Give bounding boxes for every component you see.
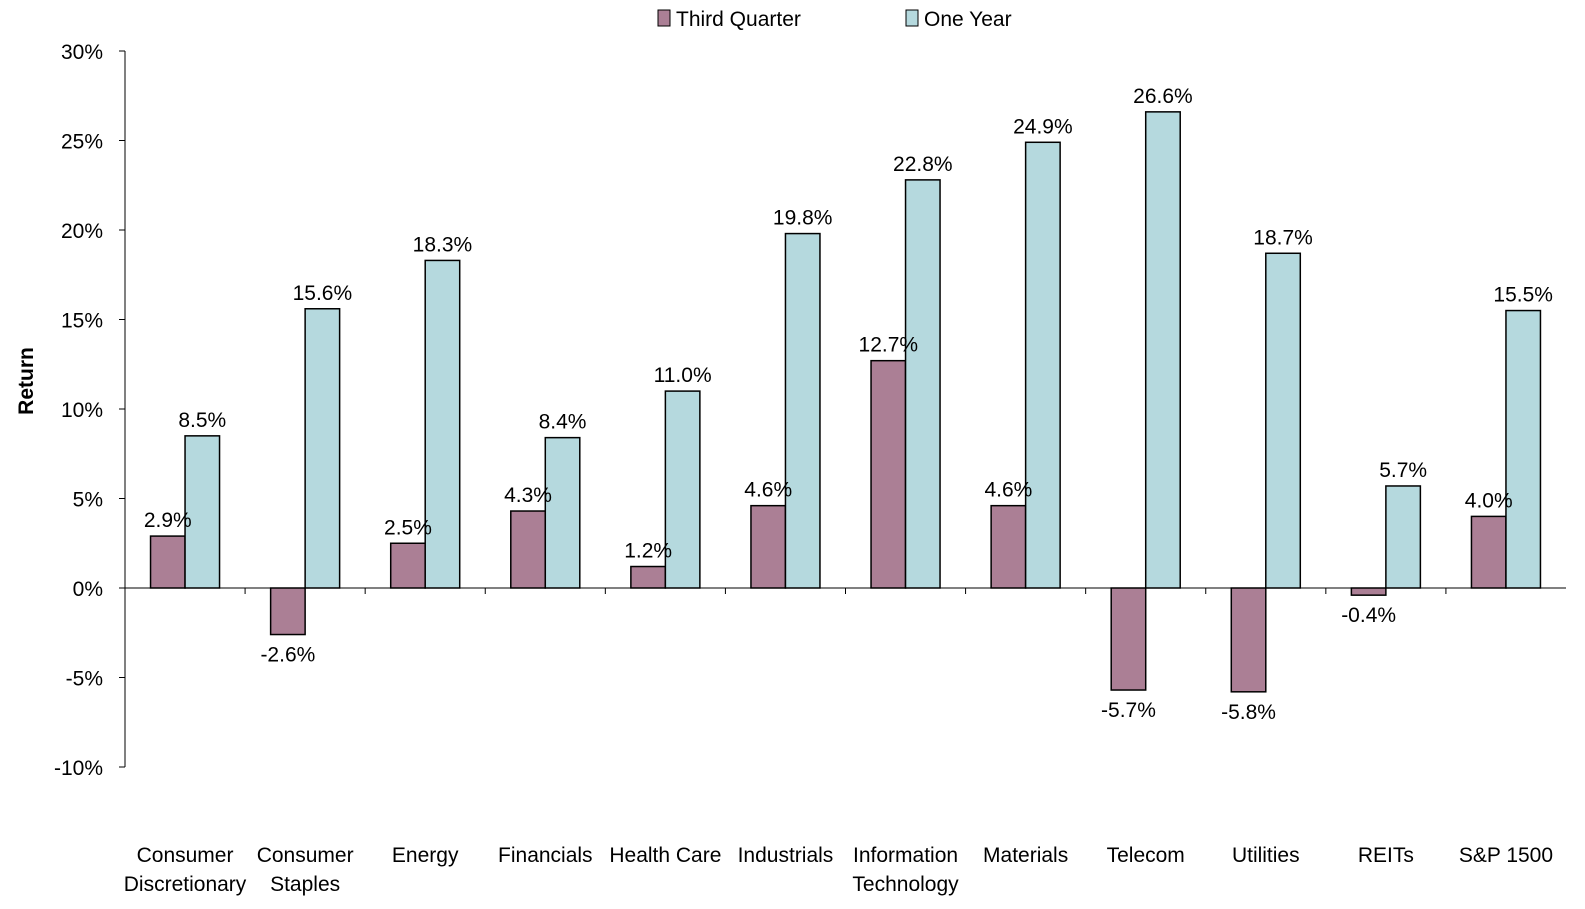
data-label: 8.5% [178, 409, 226, 432]
bar [870, 359, 907, 589]
bar [424, 259, 461, 589]
bar [510, 510, 547, 589]
data-label: 4.0% [1465, 489, 1513, 512]
bar [1230, 587, 1267, 693]
y-tick-label: -10% [54, 757, 103, 780]
data-label: -5.7% [1101, 699, 1156, 722]
data-label: 26.6% [1133, 85, 1193, 108]
data-label: 11.0% [654, 364, 712, 387]
bar [1265, 252, 1302, 589]
data-labels: 2.9% 8.5% -2.6% 15.6% 2.5% 18.3% 4.3% 8.4% 1.2% 1… [144, 85, 1553, 724]
legend: Third Quarter One Year [657, 8, 1012, 31]
legend-swatch-third-quarter [657, 9, 671, 27]
data-label: 2.5% [384, 516, 432, 539]
y-tick-label: -5% [66, 668, 103, 691]
data-label: 5.7% [1379, 459, 1427, 482]
y-tick-label: 10% [61, 399, 103, 422]
x-category-label: Financials [498, 844, 593, 867]
bar [784, 232, 821, 589]
bar [389, 542, 426, 589]
bar [304, 308, 341, 589]
legend-swatch-one-year [905, 9, 919, 27]
bar [1505, 309, 1542, 589]
bar [1024, 141, 1061, 589]
y-tick-label: 25% [61, 131, 103, 154]
x-category-label: Consumer Staples [257, 844, 354, 896]
x-category-label: Health Care [609, 844, 721, 867]
y-tick-label: 15% [61, 310, 103, 333]
bar [630, 565, 667, 589]
x-category-label: S&P 1500 [1459, 844, 1553, 867]
bar [990, 504, 1027, 589]
bar [1110, 587, 1147, 691]
bar [149, 535, 186, 589]
y-axis: 30% 25% 20% 15% 10% 5% 0% -5% -10% [54, 41, 126, 780]
x-category-label: Consumer Discretionary [124, 844, 247, 896]
data-label: -2.6% [260, 644, 315, 667]
bar [1144, 111, 1181, 589]
data-label: 4.3% [504, 484, 552, 507]
x-category-label: Information Technology [852, 844, 959, 896]
data-label: 4.6% [984, 479, 1032, 502]
bar [904, 179, 941, 589]
data-label: -5.8% [1221, 701, 1276, 724]
legend-label-one-year: One Year [924, 8, 1012, 31]
data-label: 22.8% [893, 153, 953, 176]
bars [149, 111, 1542, 693]
y-axis-title: Return [15, 347, 38, 415]
data-label: 4.6% [744, 479, 792, 502]
data-label: 15.6% [293, 282, 353, 305]
data-label: 18.7% [1253, 226, 1313, 249]
x-category-label: REITs [1358, 844, 1414, 867]
data-label: -0.4% [1341, 604, 1396, 627]
y-tick-label: 5% [73, 489, 103, 512]
bar [184, 435, 221, 589]
y-tick-label: 20% [61, 220, 103, 243]
y-tick-label: 30% [61, 41, 103, 64]
x-category-label: Materials [983, 844, 1068, 867]
bar [1350, 587, 1387, 596]
data-label: 12.7% [859, 334, 919, 357]
x-category-label: Telecom [1107, 844, 1185, 867]
x-category-label: Energy [392, 844, 459, 867]
data-label: 1.2% [624, 540, 672, 563]
data-label: 8.4% [539, 411, 587, 434]
x-category-label: Industrials [738, 844, 834, 867]
data-label: 18.3% [413, 233, 473, 256]
bar [544, 436, 581, 589]
data-label: 19.8% [773, 207, 833, 230]
data-label: 24.9% [1013, 115, 1073, 138]
bar [269, 587, 306, 636]
bar [750, 504, 787, 589]
data-label: 15.5% [1493, 284, 1553, 307]
x-category-label: Utilities [1232, 844, 1300, 867]
data-label: 2.9% [144, 509, 192, 532]
bar [1385, 485, 1422, 589]
legend-label-third-quarter: Third Quarter [676, 8, 801, 31]
bar [1470, 515, 1507, 589]
y-tick-label: 0% [73, 578, 103, 601]
